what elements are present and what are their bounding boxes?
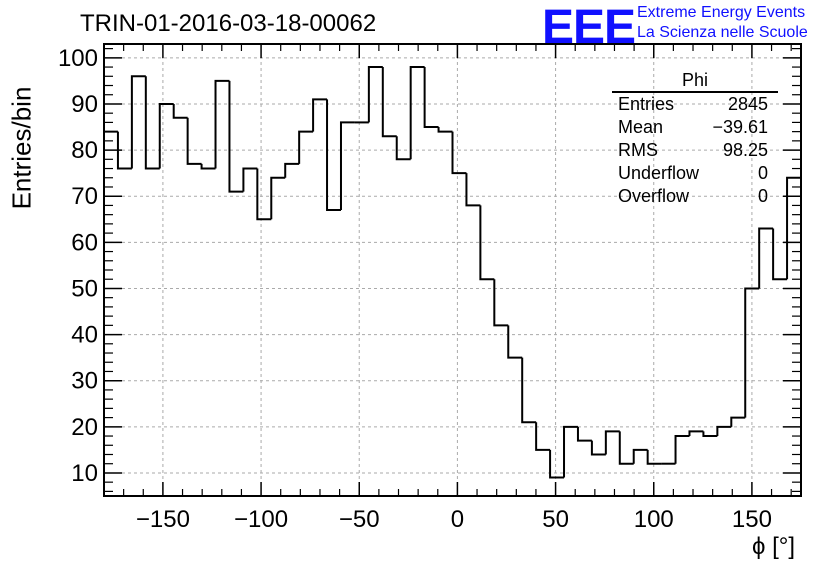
stats-box: Phi Entries 2845 Mean −39.61 RMS 98.25 U… [612,70,778,208]
histogram-bin [270,176,286,220]
histogram-bin [521,357,537,424]
stats-value: 98.25 [722,140,768,160]
x-tick-label: −50 [339,506,380,533]
stats-title: Phi [612,70,778,93]
histogram-bin [158,102,174,169]
histogram-bin [563,425,578,478]
histogram-bin [451,131,467,175]
x-tick-labels: −150 −100 −50 0 50 100 150 [136,506,772,533]
histogram-bin [437,127,453,133]
histogram-bin [186,117,202,165]
x-axis-label: ϕ [°] [752,533,796,560]
y-tick-label: 40 [71,322,98,349]
histogram-bin [116,131,132,170]
histogram-bin [576,426,592,442]
logo-line-2: La Scienza nelle Scuole [637,24,808,41]
y-tick-label: 70 [71,183,98,210]
stats-value: 2845 [727,94,768,114]
histogram-bin [730,416,746,427]
y-tick-label: 100 [58,45,98,72]
x-tick-label: 100 [634,506,674,533]
stats-row-mean: Mean −39.61 [612,116,778,139]
histogram-bin [200,163,216,170]
stats-row-underflow: Underflow 0 [612,162,778,185]
histogram-bin [409,66,425,160]
histogram-bin [228,80,244,193]
histogram-bin [716,425,732,437]
histogram-bin [507,325,523,359]
histogram-bin [549,449,565,479]
histogram-bin [758,227,774,289]
stats-value: −39.61 [712,117,768,137]
histogram-bin [326,99,341,212]
y-tick-labels: 10 20 30 40 50 60 70 80 90 100 [58,45,98,487]
y-tick-label: 20 [71,414,98,441]
histogram-bin [786,176,801,280]
histogram-bin [535,422,551,451]
histogram-bin [772,228,788,281]
histogram-bin [130,75,146,169]
histogram-bin [493,279,509,327]
histogram-bin [214,79,230,169]
y-tick-label: 10 [71,460,98,487]
stats-key: Entries [618,94,675,114]
ticks-layer [104,44,801,496]
eee-logo-mark: EEE [542,1,636,54]
histogram-bin [172,103,188,119]
y-tick-label: 90 [71,91,98,118]
x-tick-label: 50 [542,506,569,533]
stats-row-rms: RMS 98.25 [612,139,778,162]
histogram-bin [604,430,620,455]
stats-key: Mean [618,117,664,137]
stats-key: RMS [618,140,658,160]
stats-key: Underflow [618,163,700,183]
histogram-bin [423,67,439,129]
histogram-bin [242,167,258,192]
y-tick-label: 80 [71,137,98,164]
histogram-bin [284,162,300,178]
histogram-bin [298,130,314,164]
histogram-bin [312,98,328,132]
chart-title: TRIN-01-2016-03-18-00062 [80,10,377,37]
histogram-bin [744,287,760,418]
histogram-bin [590,440,606,456]
logo-line-1: Extreme Energy Events [637,4,806,21]
histogram-bin [339,121,355,211]
histogram-bin [688,430,704,437]
histogram-bin [632,448,648,464]
y-tick-label: 60 [71,229,98,256]
x-tick-label: −100 [234,506,288,533]
x-tick-label: 0 [451,506,464,533]
histogram-bin [367,66,383,123]
x-tick-label: −150 [136,506,190,533]
histogram-bin [702,431,718,438]
stats-row-entries: Entries 2845 [612,93,778,116]
histogram-bin [144,76,160,170]
histogram-bin [479,205,495,281]
histogram-bin [646,449,662,465]
stats-key: Overflow [618,186,690,206]
y-tick-label: 50 [71,275,98,302]
histogram-bin [465,173,481,207]
stats-value: 0 [757,186,768,206]
histogram-bin [381,67,397,138]
histogram-bin [618,431,634,465]
histogram-bin [256,168,272,221]
x-tick-label: 150 [732,506,772,533]
y-axis-label: Entries/bin [6,86,37,210]
y-axis-label-box: Entries/bin [6,87,38,210]
stats-value: 0 [757,163,768,183]
histogram-layer [104,66,801,479]
histogram-bin [674,435,690,464]
histogram-bin [395,136,411,161]
y-tick-label: 30 [71,368,98,395]
stats-row-overflow: Overflow 0 [612,185,778,208]
